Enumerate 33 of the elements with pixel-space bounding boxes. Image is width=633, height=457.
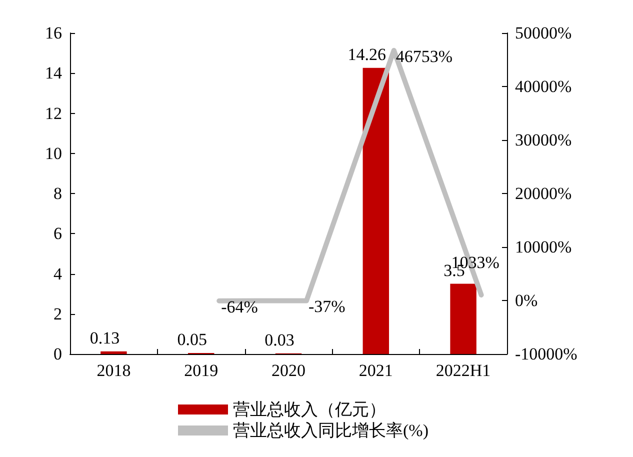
data-label: 0.05 [177, 330, 207, 349]
y-tick-label: 10 [45, 144, 62, 163]
y-tick-label: 4 [54, 264, 62, 284]
data-label: 0.13 [90, 328, 120, 348]
y2-tick-label: 30000% [515, 130, 572, 150]
x-tick-label: 2019 [184, 361, 218, 380]
y-tick-label: 16 [45, 24, 62, 42]
y2-tick-label: 40000% [515, 77, 572, 96]
y2-tick-label: 0% [515, 291, 538, 310]
legend-label: 营业总收入同比增长率(%) [233, 421, 428, 440]
bar [362, 68, 390, 354]
y2-tick-label: 50000% [515, 24, 572, 42]
legend-label: 营业总收入（亿元） [233, 400, 386, 419]
y2-tick-label: -10000% [515, 344, 578, 364]
y-tick-label: 8 [54, 184, 62, 203]
data-label: 0.03 [264, 330, 294, 350]
y-tick-label: 14 [45, 64, 62, 83]
y-tick-label: 12 [45, 104, 62, 123]
data-label: -64% [221, 297, 258, 316]
x-tick-label: 2020 [272, 361, 306, 380]
x-tick-label: 2018 [96, 361, 131, 380]
y-tick-label: 0 [54, 344, 62, 364]
y2-tick-label: 10000% [515, 238, 572, 256]
y-tick-label: 2 [54, 304, 62, 324]
x-tick-label: 2022H1 [436, 361, 491, 380]
x-tick-label: 2021 [358, 361, 393, 380]
data-label: -37% [308, 297, 346, 316]
bar [450, 284, 476, 354]
data-label: 46753% [396, 46, 453, 66]
bar [100, 351, 127, 354]
y-tick-label: 6 [54, 224, 62, 244]
y2-tick-label: 20000% [515, 184, 572, 203]
data-label: 14.26 [348, 44, 386, 64]
